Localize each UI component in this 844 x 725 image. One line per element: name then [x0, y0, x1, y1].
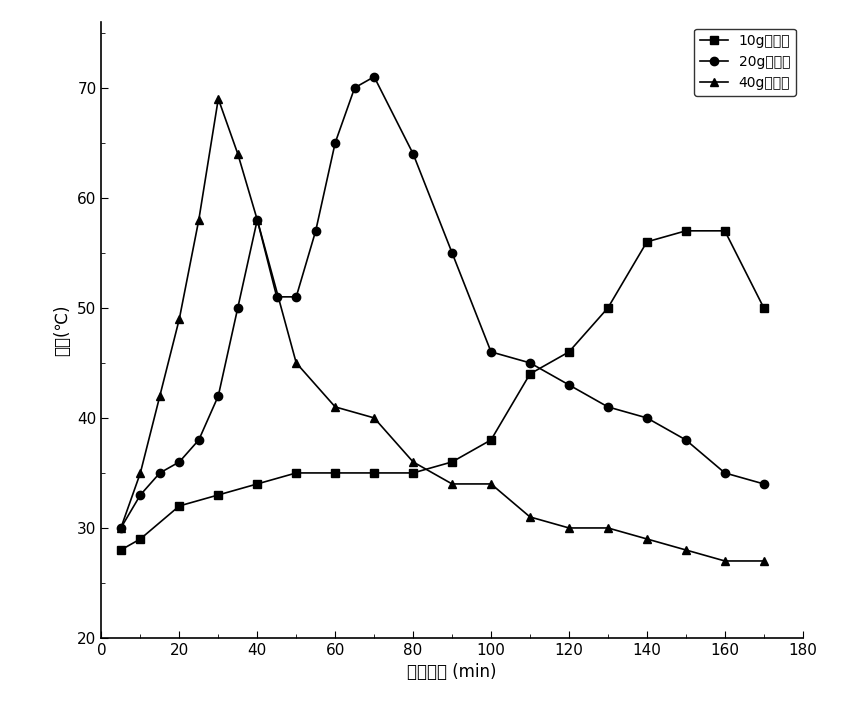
- 20g催化剂: [330, 138, 340, 147]
- 10g催化剂: [252, 480, 262, 489]
- Line: 40g催化剂: 40g催化剂: [116, 95, 767, 565]
- 10g催化剂: [641, 238, 652, 247]
- 20g催化剂: [116, 523, 126, 532]
- 40g催化剂: [758, 557, 768, 566]
- 20g催化剂: [272, 292, 282, 301]
- 40g催化剂: [252, 215, 262, 224]
- 40g催化剂: [154, 392, 165, 400]
- 40g催化剂: [680, 546, 690, 555]
- 20g催化剂: [369, 72, 379, 81]
- X-axis label: 反应时间 (min): 反应时间 (min): [407, 663, 496, 681]
- 40g催化剂: [641, 534, 652, 543]
- 20g催化剂: [213, 392, 223, 400]
- 20g催化剂: [349, 83, 360, 92]
- 10g催化剂: [680, 226, 690, 235]
- 20g催化剂: [719, 468, 729, 477]
- 40g催化剂: [485, 480, 495, 489]
- 40g催化剂: [719, 557, 729, 566]
- 10g催化剂: [408, 468, 418, 477]
- Legend: 10g催化剂, 20g催化剂, 40g催化剂: 10g催化剂, 20g催化剂, 40g催化剂: [694, 29, 795, 96]
- 20g催化剂: [291, 292, 301, 301]
- 40g催化剂: [446, 480, 457, 489]
- 10g催化剂: [213, 491, 223, 500]
- 20g催化剂: [193, 436, 203, 444]
- 10g催化剂: [719, 226, 729, 235]
- 10g催化剂: [369, 468, 379, 477]
- Line: 10g催化剂: 10g催化剂: [116, 227, 767, 554]
- 20g催化剂: [641, 413, 652, 422]
- 10g催化剂: [135, 534, 145, 543]
- 40g催化剂: [213, 94, 223, 103]
- 10g催化剂: [485, 436, 495, 444]
- Y-axis label: 温度(℃): 温度(℃): [53, 304, 72, 356]
- Line: 20g催化剂: 20g催化剂: [116, 72, 767, 532]
- 10g催化剂: [602, 304, 612, 312]
- 10g催化剂: [116, 546, 126, 555]
- 20g催化剂: [758, 480, 768, 489]
- 40g催化剂: [602, 523, 612, 532]
- 20g催化剂: [602, 402, 612, 411]
- 10g催化剂: [446, 457, 457, 466]
- 40g催化剂: [116, 523, 126, 532]
- 10g催化剂: [174, 502, 184, 510]
- 10g催化剂: [524, 370, 534, 378]
- 10g催化剂: [330, 468, 340, 477]
- 20g催化剂: [135, 491, 145, 500]
- 20g催化剂: [680, 436, 690, 444]
- 40g催化剂: [408, 457, 418, 466]
- 20g催化剂: [563, 381, 573, 389]
- 20g催化剂: [232, 304, 242, 312]
- 20g催化剂: [252, 215, 262, 224]
- 40g催化剂: [524, 513, 534, 521]
- 40g催化剂: [174, 315, 184, 323]
- 40g催化剂: [563, 523, 573, 532]
- 40g催化剂: [369, 413, 379, 422]
- 10g催化剂: [291, 468, 301, 477]
- 20g催化剂: [311, 226, 321, 235]
- 40g催化剂: [193, 215, 203, 224]
- 40g催化剂: [232, 149, 242, 158]
- 10g催化剂: [563, 347, 573, 356]
- 20g催化剂: [408, 149, 418, 158]
- 20g催化剂: [154, 468, 165, 477]
- 20g催化剂: [174, 457, 184, 466]
- 40g催化剂: [291, 359, 301, 368]
- 10g催化剂: [758, 304, 768, 312]
- 40g催化剂: [330, 402, 340, 411]
- 20g催化剂: [446, 249, 457, 257]
- 20g催化剂: [524, 359, 534, 368]
- 20g催化剂: [485, 347, 495, 356]
- 40g催化剂: [135, 468, 145, 477]
